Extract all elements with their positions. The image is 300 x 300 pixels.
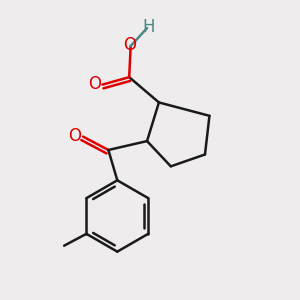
- Text: O: O: [123, 36, 136, 54]
- Text: O: O: [69, 127, 82, 145]
- Text: O: O: [88, 75, 101, 93]
- Text: H: H: [143, 18, 155, 36]
